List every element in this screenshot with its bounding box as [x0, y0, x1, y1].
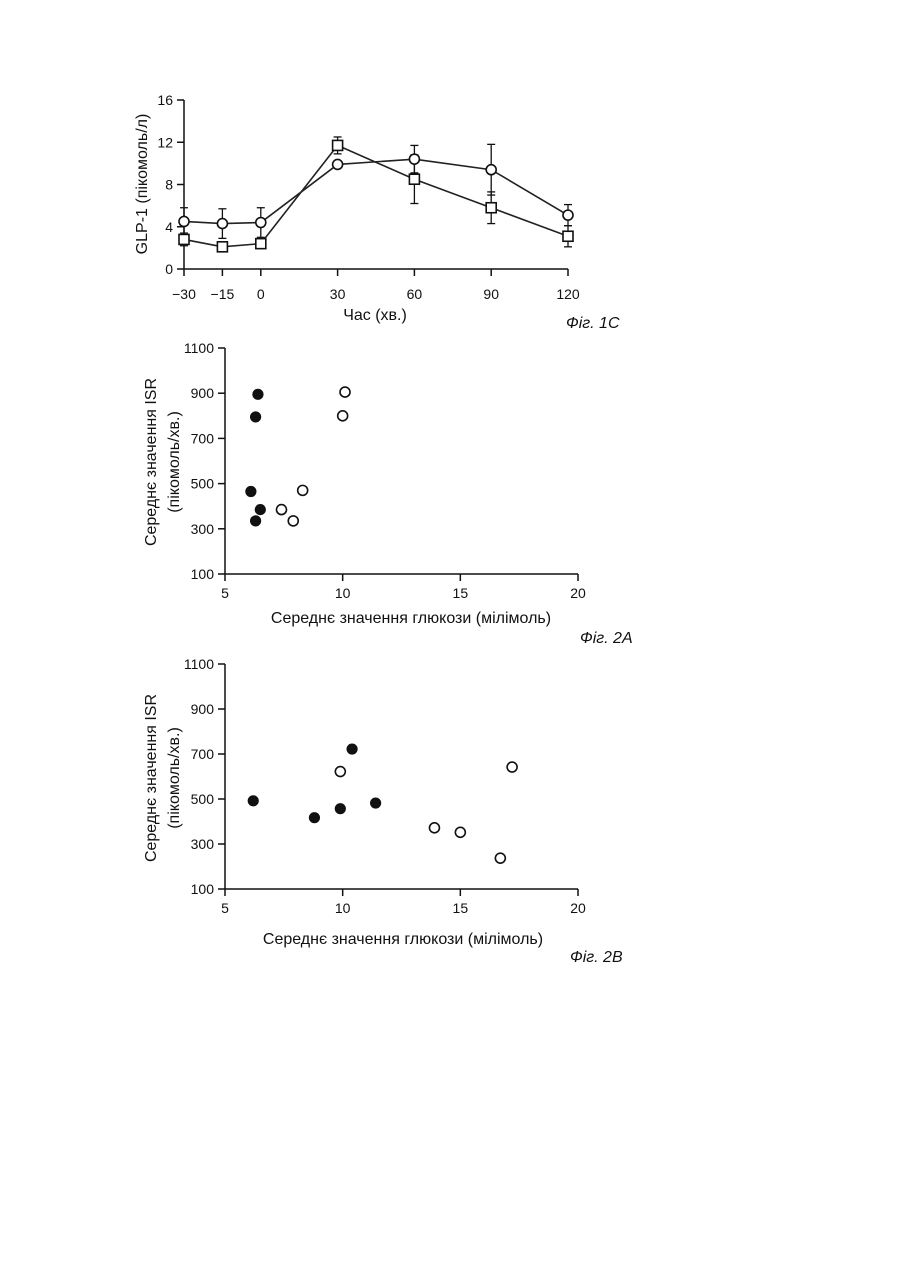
fig-1c-series-square-line — [184, 145, 568, 246]
fig-2a-open-circle-point — [288, 516, 298, 526]
fig-1c-x-tick-label: 60 — [407, 286, 423, 302]
fig-1c-x-tick-label: −30 — [172, 286, 196, 302]
fig-2b-filled-circle-point — [335, 804, 345, 814]
fig-1c-circle-point — [179, 216, 189, 226]
fig-1c-x-tick-label: 30 — [330, 286, 346, 302]
fig-2a-filled-circle-point — [253, 389, 263, 399]
fig-2b-ylabel-line1: Середнє значення ISR — [143, 694, 160, 862]
fig-1c-circle-point — [256, 218, 266, 228]
fig-2b-open-circle-point — [335, 767, 345, 777]
fig-2a-ylabel-line1: Середнє значення ISR — [143, 378, 160, 546]
fig-2b-open-circle-point — [455, 827, 465, 837]
fig-2b-filled-circle-point — [309, 813, 319, 823]
fig-2b-filled-circle-point — [248, 796, 258, 806]
fig-2a-open-circle-point — [298, 485, 308, 495]
fig-2a-x-tick-label: 20 — [570, 585, 586, 601]
fig-1c-series-circle-line — [184, 159, 568, 223]
fig-2a-filled-circle-point — [255, 505, 265, 515]
fig-1c-square-point — [563, 231, 573, 241]
fig-1c-circle-point — [217, 219, 227, 229]
fig-2a-chart: Середнє значення ISR (пікомоль/хв.) Сере… — [143, 340, 633, 647]
fig-2a-filled-circle-point — [251, 412, 261, 422]
fig-2b-y-tick-label: 700 — [191, 746, 215, 762]
fig-1c-y-tick-label: 12 — [157, 134, 173, 150]
fig-1c-circle-point — [333, 159, 343, 169]
fig-2b-filled-circle-point — [347, 744, 357, 754]
fig-2b-y-tick-label: 900 — [191, 701, 215, 717]
fig-1c-circle-point — [563, 210, 573, 220]
fig-1c-y-tick-label: 0 — [165, 261, 173, 277]
fig-2b-open-circle-point — [429, 823, 439, 833]
fig-2b-y-tick-label: 500 — [191, 791, 215, 807]
fig-2a-y-tick-label: 1100 — [184, 340, 214, 356]
fig-2b-chart: Середнє значення ISR (пікомоль/хв.) Сере… — [143, 656, 623, 966]
fig-2b-filled-circle-point — [371, 798, 381, 808]
fig-2a-filled-circle-point — [246, 487, 256, 497]
fig-1c-square-point — [179, 234, 189, 244]
fig-1c-square-point — [217, 242, 227, 252]
fig-1c-square-point — [333, 140, 343, 150]
fig-2b-open-circle-point — [507, 762, 517, 772]
fig-2b-x-tick-label: 15 — [453, 900, 469, 916]
fig-1c-y-tick-label: 4 — [165, 219, 173, 235]
fig-2a-figure-label: Фіг. 2А — [580, 630, 633, 647]
fig-1c-ylabel: GLP-1 (пікомоль/л) — [134, 114, 151, 255]
fig-1c-x-tick-label: −15 — [211, 286, 235, 302]
fig-2b-xlabel: Середнє значення глюкози (мілімоль) — [263, 931, 543, 948]
fig-2b-y-tick-label: 300 — [191, 836, 215, 852]
fig-2a-x-tick-label: 5 — [221, 585, 229, 601]
fig-2a-ylabel-line2: (пікомоль/хв.) — [166, 411, 183, 513]
fig-2a-x-tick-label: 15 — [453, 585, 469, 601]
fig-1c-x-tick-label: 120 — [556, 286, 580, 302]
fig-2b-x-tick-label: 20 — [570, 900, 586, 916]
fig-1c-figure-label: Фіг. 1С — [566, 315, 620, 332]
fig-2b-y-tick-label: 100 — [191, 881, 215, 897]
fig-1c-square-point — [256, 239, 266, 249]
fig-2a-filled-circle-point — [251, 516, 261, 526]
fig-2b-y-tick-label: 1100 — [184, 656, 214, 672]
fig-2b-figure-label: Фіг. 2В — [570, 949, 623, 966]
fig-1c-x-tick-label: 90 — [483, 286, 499, 302]
fig-2b-open-circle-point — [495, 853, 505, 863]
fig-2a-x-tick-label: 10 — [335, 585, 351, 601]
fig-1c-chart: GLP-1 (пікомоль/л) Час (хв.) Фіг. 1С 0 4 8… — [134, 92, 620, 332]
fig-1c-square-point — [486, 203, 496, 213]
fig-2a-y-tick-label: 500 — [191, 476, 215, 492]
fig-1c-y-tick-label: 16 — [157, 92, 173, 108]
fig-1c-xlabel: Час (хв.) — [343, 307, 407, 324]
fig-1c-circle-point — [486, 165, 496, 175]
fig-2b-x-tick-label: 5 — [221, 900, 229, 916]
fig-2a-open-circle-point — [276, 505, 286, 515]
fig-1c-x-tick-label: 0 — [257, 286, 265, 302]
fig-1c-circle-point — [409, 154, 419, 164]
fig-2a-xlabel: Середнє значення глюкози (мілімоль) — [271, 610, 551, 627]
fig-2a-open-circle-point — [340, 387, 350, 397]
fig-2a-open-circle-point — [338, 411, 348, 421]
fig-2a-y-tick-label: 700 — [191, 430, 215, 446]
fig-1c-square-point — [409, 174, 419, 184]
fig-2a-y-tick-label: 900 — [191, 385, 215, 401]
fig-2a-y-tick-label: 100 — [191, 566, 215, 582]
fig-2b-ylabel-line2: (пікомоль/хв.) — [166, 727, 183, 829]
fig-1c-y-tick-label: 8 — [165, 177, 173, 193]
fig-2a-y-tick-label: 300 — [191, 521, 215, 537]
fig-2b-x-tick-label: 10 — [335, 900, 351, 916]
